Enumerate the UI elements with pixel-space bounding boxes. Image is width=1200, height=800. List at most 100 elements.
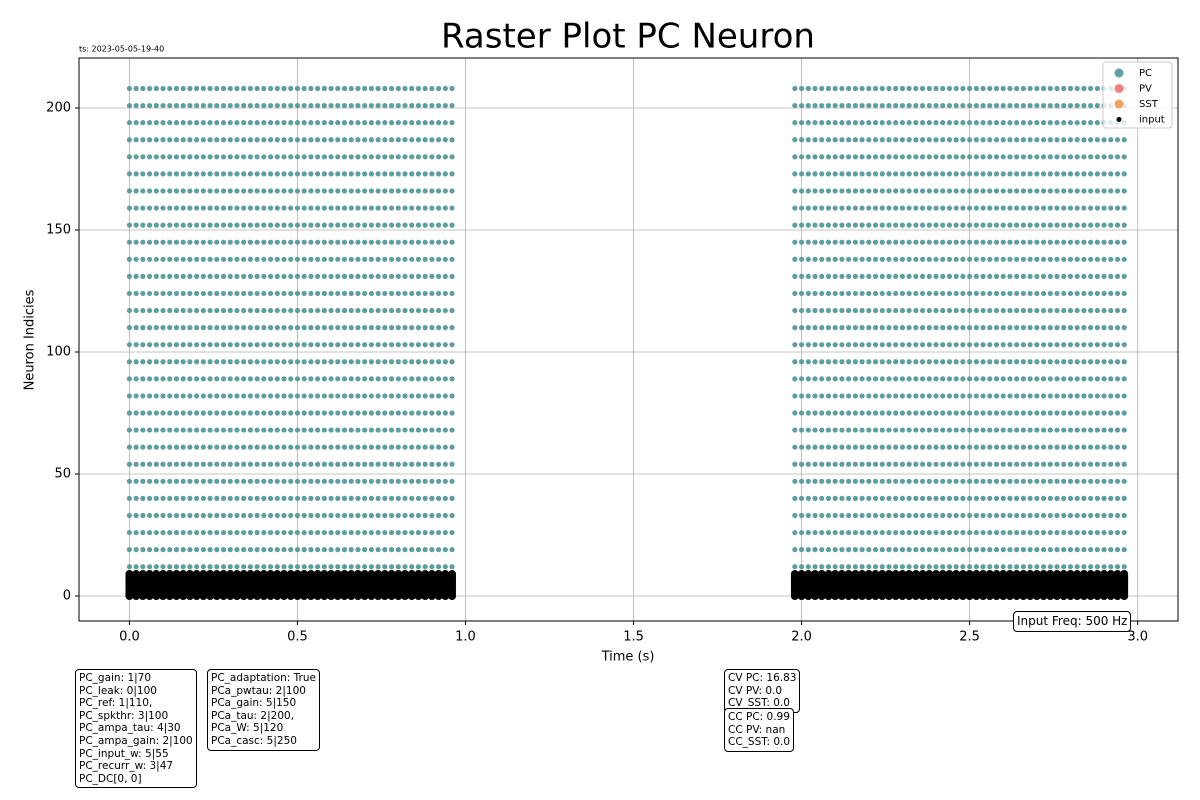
spike [1034, 102, 1040, 109]
spike [859, 376, 865, 382]
spike [1074, 290, 1080, 297]
spike [987, 376, 993, 382]
spike [355, 564, 361, 570]
spike [214, 495, 220, 501]
spike [899, 444, 906, 450]
spike [436, 393, 442, 399]
spike [913, 444, 919, 450]
param-line: PC_leak: 0|100 [79, 684, 157, 697]
param-box: PC_gain: 1|70 PC_leak: 0|100 PC_ref: 1|110… [75, 669, 197, 789]
spike [960, 427, 966, 433]
spike [798, 290, 805, 297]
spike [133, 307, 139, 314]
spike [899, 205, 906, 211]
spike [187, 188, 193, 194]
spike [429, 444, 435, 450]
spike [126, 273, 133, 279]
spike [281, 102, 287, 109]
spike [409, 307, 415, 314]
spike [173, 290, 180, 297]
spike [1014, 137, 1020, 143]
spike [402, 529, 408, 536]
spike [281, 461, 287, 467]
spike [1034, 205, 1040, 211]
spike [899, 120, 906, 126]
spike [288, 154, 294, 160]
spike [1034, 325, 1040, 331]
spike [1114, 461, 1121, 467]
spike [214, 239, 220, 245]
spike [422, 102, 428, 109]
spike [308, 444, 314, 450]
spike [1032, 570, 1041, 579]
spike [241, 137, 247, 143]
spike [335, 85, 341, 92]
spike [866, 222, 872, 228]
spike [375, 376, 381, 382]
spike [805, 239, 811, 245]
spike [422, 120, 428, 126]
spike [859, 495, 865, 501]
spike [993, 102, 1000, 109]
spike [1040, 359, 1047, 365]
spike [844, 570, 853, 579]
spike [1020, 188, 1027, 194]
spike [341, 478, 348, 484]
spike [953, 393, 959, 399]
spike [940, 102, 946, 109]
spike [247, 529, 254, 536]
spike [187, 512, 193, 519]
spike [335, 205, 341, 211]
spike [140, 239, 146, 245]
spike [429, 495, 435, 501]
spike [899, 461, 906, 467]
spike [1000, 342, 1006, 348]
spike [993, 205, 1000, 211]
spike [940, 495, 946, 501]
spike [846, 290, 852, 297]
spike [825, 188, 832, 194]
spike [792, 205, 798, 211]
axes-frame [78, 57, 1179, 622]
spike [1121, 393, 1127, 399]
spike [220, 359, 227, 365]
spike [911, 570, 920, 579]
spike [140, 120, 146, 126]
spike [987, 273, 993, 279]
spike [839, 222, 845, 228]
spike [133, 529, 139, 536]
spike [899, 154, 906, 160]
spike [1081, 273, 1087, 279]
spike [234, 137, 240, 143]
spike [254, 102, 260, 109]
spike [160, 393, 166, 399]
spike [1027, 256, 1033, 262]
spike [1108, 564, 1114, 570]
spike [429, 359, 435, 365]
spike [825, 461, 832, 467]
spike [1108, 547, 1114, 553]
spike [341, 137, 348, 143]
spike [913, 547, 919, 553]
spike [839, 427, 845, 433]
spike [409, 529, 415, 536]
spike [993, 512, 1000, 519]
spike [926, 256, 932, 262]
spike [1027, 239, 1033, 245]
spike [960, 342, 966, 348]
spike [1014, 478, 1020, 484]
spike [180, 85, 186, 92]
param-line: CC PV: nan [728, 723, 786, 736]
spike [1121, 461, 1127, 467]
spike [207, 564, 213, 570]
spike [449, 427, 455, 433]
spike [348, 171, 354, 177]
spike [180, 222, 186, 228]
spike [980, 154, 986, 160]
spike [388, 325, 395, 331]
spike [906, 461, 912, 467]
spike [160, 564, 166, 570]
spike [980, 120, 986, 126]
spike [805, 154, 811, 160]
spike [308, 478, 314, 484]
